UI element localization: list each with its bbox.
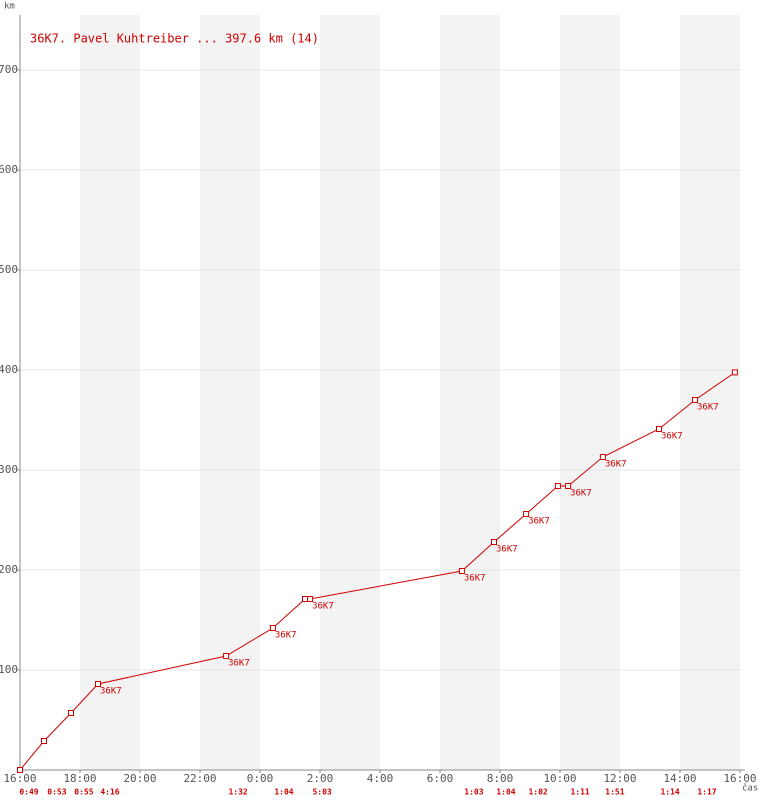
band [320, 15, 380, 770]
x-tick-label: 2:00 [307, 772, 334, 785]
x-tick-label: 16:00 [3, 772, 36, 785]
duration-label: 1:51 [605, 788, 624, 797]
point [458, 568, 465, 574]
x-tick-label: 12:00 [603, 772, 636, 785]
band [80, 15, 140, 770]
y-tick-label: 400 [0, 363, 18, 376]
point-label: 36K7 [228, 659, 250, 669]
x-tick-label: 20:00 [123, 772, 156, 785]
point-label: 36K7 [312, 602, 334, 612]
y-tick-label: 100 [0, 663, 18, 676]
duration-label: 1:02 [528, 788, 547, 797]
x-tick-label: 14:00 [663, 772, 696, 785]
point-label: 36K7 [661, 432, 683, 442]
x-axis-label: čas [742, 783, 758, 794]
point [307, 596, 314, 602]
point [656, 426, 662, 432]
point [692, 397, 698, 403]
point-label: 36K7 [697, 403, 719, 413]
y-axis-label: km [4, 2, 15, 12]
point-label: 36K7 [464, 574, 486, 584]
band [680, 15, 740, 770]
point-label: 36K7 [100, 687, 122, 697]
point [68, 710, 74, 716]
point [491, 539, 497, 545]
x-tick-label: 16:00 [723, 772, 756, 785]
x-tick-label: 0:00 [247, 772, 274, 785]
point [269, 625, 276, 631]
y-tick-label: 600 [0, 163, 18, 176]
x-tick-label: 8:00 [487, 772, 514, 785]
y-tick-label: 700 [0, 63, 18, 76]
duration-label: 0:53 [47, 788, 66, 797]
point [17, 767, 23, 773]
duration-label: 1:03 [464, 788, 483, 797]
point-label: 36K7 [528, 517, 550, 527]
y-tick-label: 500 [0, 263, 18, 276]
duration-label: 4:16 [100, 788, 119, 797]
duration-label: 1:32 [228, 788, 247, 797]
y-tick-label: 200 [0, 563, 18, 576]
point-label: 36K7 [275, 631, 297, 641]
point [599, 454, 606, 460]
duration-label: 0:55 [74, 788, 93, 797]
duration-label: 1:17 [697, 788, 716, 797]
x-tick-label: 22:00 [183, 772, 216, 785]
duration-label: 1:04 [274, 788, 293, 797]
point [41, 738, 47, 744]
duration-label: 1:04 [496, 788, 515, 797]
point [523, 511, 530, 517]
duration-label: 1:14 [660, 788, 679, 797]
band [560, 15, 620, 770]
point [223, 653, 230, 659]
band [200, 15, 260, 770]
x-tick-label: 10:00 [543, 772, 576, 785]
point-label: 36K7 [496, 545, 518, 555]
band [440, 15, 500, 770]
point [95, 681, 101, 687]
point [554, 483, 561, 489]
y-tick-label: 300 [0, 463, 18, 476]
point-label: 36K7 [605, 460, 627, 470]
x-tick-label: 4:00 [367, 772, 394, 785]
x-tick-label: 6:00 [427, 772, 454, 785]
point-label: 36K7 [570, 489, 592, 499]
point [302, 596, 308, 602]
duration-label: 5:03 [312, 788, 331, 797]
point [731, 369, 738, 376]
chart-title: 36K7. Pavel Kuhtreiber ... 397.6 km (14) [30, 32, 319, 46]
duration-label: 0:49 [19, 788, 38, 797]
x-tick-label: 18:00 [63, 772, 96, 785]
point [565, 483, 572, 489]
duration-label: 1:11 [570, 788, 589, 797]
